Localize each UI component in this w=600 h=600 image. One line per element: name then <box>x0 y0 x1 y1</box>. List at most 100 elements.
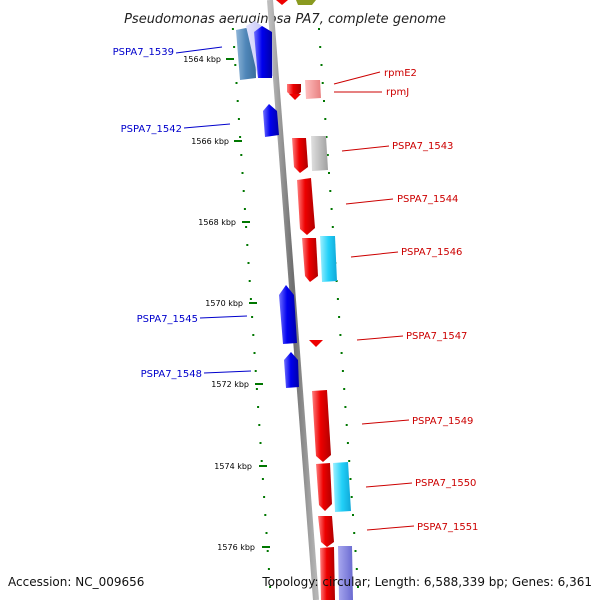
outer-track-dot <box>331 226 334 228</box>
top-edge-red-arrow <box>276 0 288 5</box>
right-gene-labels: rpmE2 rpmJ PSPA7_1543 PSPA7_1544 PSPA7_1… <box>333 68 478 533</box>
gene-arrow-pspa7-1543-pair <box>311 136 328 171</box>
kbp-tick-label: 1570 kbp <box>205 299 243 308</box>
left-gene-labels: PSPA7_1539 PSPA7_1542 PSPA7_1545 PSPA7_1… <box>113 46 252 380</box>
accession-text: Accession: NC_009656 <box>8 575 144 589</box>
outer-track-dot <box>344 406 347 408</box>
outer-track-dot <box>354 550 357 552</box>
inner-track-dot <box>253 352 256 354</box>
inner-track-dot <box>242 190 245 192</box>
outer-track-dot <box>348 460 351 462</box>
map-title: Pseudomonas aeruginosa PA7, complete gen… <box>124 12 446 27</box>
gene-label-pspa7-1547: PSPA7_1547 <box>406 331 467 342</box>
gene-arrow-pspa7-1546 <box>302 238 318 282</box>
gene-label-pspa7-1539: PSPA7_1539 <box>113 47 174 58</box>
gene-arrow-pspa7-1546-pair <box>320 236 337 282</box>
gene-arrow-pspa7-1547 <box>309 340 323 347</box>
outer-track-dot <box>318 28 320 30</box>
inner-track-dot <box>241 172 244 174</box>
gene-label-pspa7-1549: PSPA7_1549 <box>412 416 473 427</box>
gene-label-pspa7-1546: PSPA7_1546 <box>401 247 462 258</box>
outer-track-dot <box>321 82 324 84</box>
inner-track-dot <box>234 64 237 66</box>
outer-track-dot <box>345 424 348 426</box>
gene-label-rpme2: rpmE2 <box>384 68 417 79</box>
gene-arrow-pspa7-1543 <box>292 138 308 173</box>
topology-text: Topology: circular; Length: 6,588,339 bp… <box>261 575 592 589</box>
inner-track-dot <box>243 208 246 210</box>
kbp-tick-label: 1566 kbp <box>191 137 229 146</box>
inner-track-dot <box>261 478 264 480</box>
outer-track-dot <box>326 154 329 156</box>
kbp-tick-label: 1564 kbp <box>183 55 221 64</box>
kbp-scale: 1564 kbp 1566 kbp 1568 kbp 1570 kbp 1572… <box>183 55 270 552</box>
outer-track-dot <box>346 442 349 444</box>
inner-track-dot <box>236 100 239 102</box>
outer-track-dot <box>329 190 332 192</box>
top-edge-feature <box>296 0 316 5</box>
inner-track-dot <box>258 424 261 426</box>
leader-line <box>203 370 252 374</box>
outer-track-dot <box>330 208 333 210</box>
outer-track-dot <box>343 388 346 390</box>
outer-track-dot <box>357 586 359 588</box>
inner-track-dot <box>245 226 248 228</box>
gene-arrow-pspa7-1544 <box>297 178 315 235</box>
inner-track-dot <box>235 82 238 84</box>
inner-track-dot <box>267 568 270 570</box>
outer-track-dot <box>325 136 328 138</box>
outer-track-dot <box>336 298 339 300</box>
dotted-guide-tracks <box>231 28 359 588</box>
leader-line <box>365 482 413 488</box>
gene-label-rpmj: rpmJ <box>386 87 409 98</box>
inner-track-dot <box>260 460 263 462</box>
inner-track-dot <box>263 496 266 498</box>
gene-label-pspa7-1548: PSPA7_1548 <box>141 369 202 380</box>
gene-arrow-pspa7-1551 <box>318 516 334 547</box>
gene-label-pspa7-1543: PSPA7_1543 <box>392 141 453 152</box>
inner-track-dot <box>247 262 250 264</box>
gene-arrow-pspa7-1550 <box>316 463 332 511</box>
outer-track-dot <box>352 514 354 516</box>
inner-track-dot <box>255 388 258 390</box>
leader-line <box>341 145 390 152</box>
inner-track-dot <box>266 550 269 552</box>
gene-arrow-bottom-red <box>320 547 335 600</box>
inner-track-dot <box>269 586 272 588</box>
kbp-tick-label: 1572 kbp <box>211 380 249 389</box>
outer-track-dot <box>353 532 356 534</box>
leader-line <box>350 251 399 258</box>
inner-track-dot <box>239 136 242 138</box>
outer-track-dot <box>324 118 327 120</box>
inner-track-dot <box>259 442 262 444</box>
leader-line <box>183 123 231 129</box>
gene-label-pspa7-1542: PSPA7_1542 <box>121 124 182 135</box>
gene-arrow-pspa7-1548 <box>284 352 299 388</box>
gene-label-pspa7-1551: PSPA7_1551 <box>417 522 478 533</box>
outer-track-dot <box>355 568 358 570</box>
kbp-tick-label: 1568 kbp <box>198 218 236 227</box>
gene-label-pspa7-1550: PSPA7_1550 <box>415 478 476 489</box>
inner-track-dot <box>264 514 267 516</box>
gene-arrow-pspa7-1542 <box>263 104 279 137</box>
inner-track-dot <box>252 334 255 336</box>
inner-track-dot <box>248 280 251 282</box>
gene-arrow-rpmj <box>289 94 301 100</box>
leader-line <box>366 525 415 531</box>
outer-track-dot <box>339 334 342 336</box>
inner-track-dot <box>257 406 260 408</box>
inner-track-dot <box>254 370 257 372</box>
outer-track-dot <box>349 478 352 480</box>
gene-features <box>236 21 353 600</box>
kbp-tick-label: 1576 kbp <box>217 543 255 552</box>
outer-track-dot <box>323 100 325 102</box>
gene-arrow-pspa7-1549 <box>312 390 331 462</box>
outer-track-dot <box>320 64 323 66</box>
inner-track-dot <box>265 532 268 534</box>
gene-arrow-blue-a <box>254 26 272 78</box>
leader-line <box>361 419 410 425</box>
inner-track-dot <box>249 298 252 300</box>
kbp-tick-label: 1574 kbp <box>214 462 252 471</box>
leader-line <box>175 46 223 54</box>
